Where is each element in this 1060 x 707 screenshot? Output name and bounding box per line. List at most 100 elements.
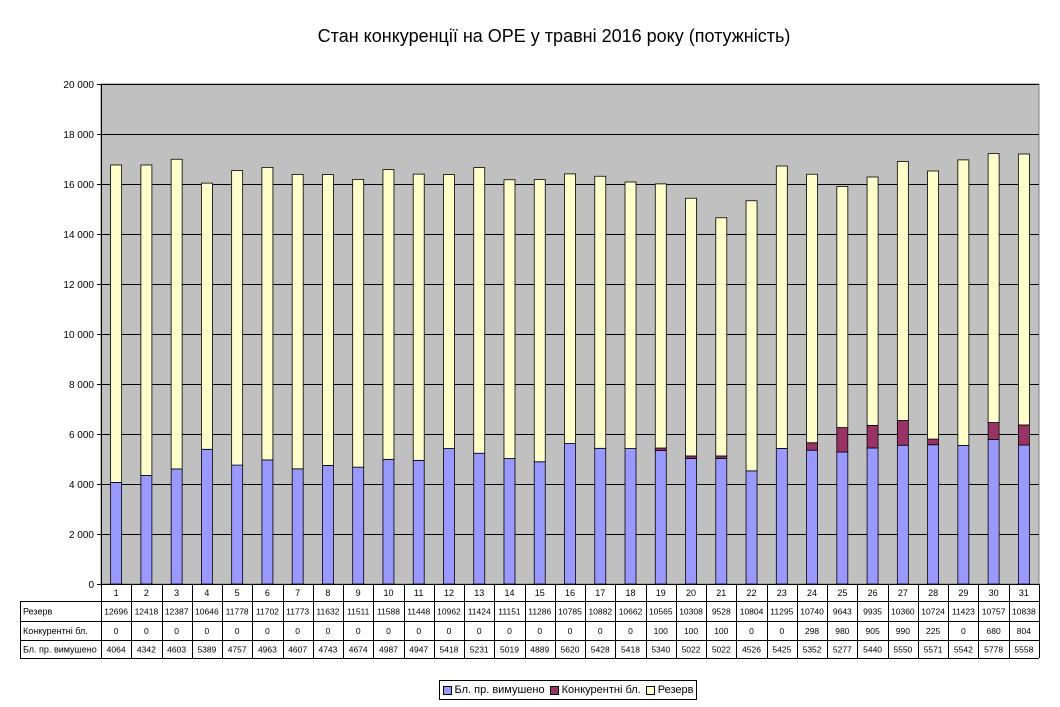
x-tick-label: 16 <box>565 588 575 598</box>
data-label: 0 <box>386 626 391 636</box>
x-tick-label: 5 <box>235 588 240 598</box>
bar-segment <box>110 481 123 585</box>
y-tick-label: 6 000 <box>69 430 94 441</box>
x-tick-label: 17 <box>595 588 605 598</box>
data-label: 5019 <box>500 645 519 655</box>
x-tick-label: 31 <box>1019 588 1029 598</box>
bar-segment <box>836 186 849 428</box>
bar-segment <box>412 173 425 461</box>
x-tick-label: 11 <box>414 588 423 598</box>
data-label: 100 <box>684 626 698 636</box>
table-row-label: Конкурентні бл. <box>23 626 88 636</box>
legend-item: Резерв <box>645 684 693 696</box>
data-label: 11588 <box>377 607 400 617</box>
bar-segment <box>806 449 818 585</box>
x-tick-label: 6 <box>265 588 270 598</box>
bar-segment <box>261 459 274 585</box>
bar-segment <box>231 170 244 466</box>
data-label: 11773 <box>286 607 309 617</box>
bar-segment <box>654 183 667 449</box>
x-tick-label: 9 <box>356 588 361 598</box>
data-label: 12387 <box>165 607 189 617</box>
bar-segment <box>443 174 455 449</box>
bar-segment <box>1017 444 1030 585</box>
data-label: 11423 <box>952 607 975 617</box>
bar-segment <box>110 164 123 483</box>
x-tick-label: 4 <box>204 588 209 598</box>
data-label: 5571 <box>924 645 943 655</box>
data-label: 0 <box>961 626 966 636</box>
data-label: 4526 <box>742 645 761 655</box>
bar-segment <box>594 447 607 585</box>
data-label: 9528 <box>712 607 731 617</box>
data-label: 225 <box>926 626 940 636</box>
legend: Бл. пр. вимушено Конкурентні бл. Резерв <box>439 680 697 700</box>
data-label: 4064 <box>107 645 126 655</box>
data-label: 10308 <box>679 607 703 617</box>
bar-segment <box>866 424 879 449</box>
bar-segment <box>685 197 697 457</box>
data-label: 804 <box>1017 626 1031 636</box>
data-label: 11632 <box>316 607 339 617</box>
data-label: 298 <box>805 626 819 636</box>
bar-segment <box>896 444 909 585</box>
data-label: 0 <box>537 626 542 636</box>
bar-segment <box>200 448 213 585</box>
data-label: 4674 <box>349 645 368 655</box>
data-label: 4947 <box>409 645 428 655</box>
table-row-label: Бл. пр. вимушено <box>23 645 97 655</box>
bar-segment <box>352 466 365 585</box>
data-label: 0 <box>205 626 210 636</box>
legend-swatch <box>549 685 559 695</box>
data-label: 10882 <box>588 607 612 617</box>
bar-segment <box>745 200 758 472</box>
bar-segment <box>291 174 304 470</box>
data-label: 9643 <box>833 607 852 617</box>
data-label: 5231 <box>470 645 489 655</box>
data-label: 11424 <box>468 607 491 617</box>
x-tick-label: 1 <box>114 588 119 598</box>
bar-segment <box>1017 153 1030 426</box>
bar-segment <box>200 182 213 450</box>
data-label: 10360 <box>891 607 915 617</box>
data-label: 100 <box>714 626 728 636</box>
bar-segment <box>231 464 244 585</box>
data-label: 0 <box>477 626 482 636</box>
bar-segment <box>685 458 697 585</box>
x-tick-label: 20 <box>686 588 696 598</box>
data-label: 990 <box>896 626 910 636</box>
x-tick-label: 18 <box>626 588 636 598</box>
y-tick-label: 18 000 <box>63 130 94 141</box>
data-label: 4757 <box>228 645 247 655</box>
data-label: 10565 <box>649 607 673 617</box>
axes: 0 2 000 4 000 6 000 8 000 10 000 12 000 14 000 1… <box>63 80 102 591</box>
data-table: 1 2 3 4 5 6 7 8 9 10 11 12 13 14 15 16 17 18 19 20 21 22 23 24 2… <box>20 584 1040 659</box>
legend-swatch <box>645 685 655 695</box>
data-label: 100 <box>654 626 668 636</box>
data-label: 5778 <box>984 645 1003 655</box>
data-label: 0 <box>144 626 149 636</box>
bar-segment <box>533 461 546 585</box>
y-tick-label: 14 000 <box>63 230 94 241</box>
data-label: 0 <box>598 626 603 636</box>
data-label: 11151 <box>498 607 521 617</box>
y-tick-label: 2 000 <box>69 530 94 541</box>
bar-segment <box>715 458 728 585</box>
x-tick-label: 15 <box>535 588 545 598</box>
x-tick-label: 12 <box>444 588 454 598</box>
bar-segment <box>352 178 365 468</box>
bar-segment <box>896 161 909 421</box>
bar-segment <box>775 447 788 585</box>
bar-segment <box>503 458 516 585</box>
legend-item: Бл. пр. вимушено <box>442 684 545 696</box>
x-tick-label: 25 <box>837 588 847 598</box>
bar-segment <box>957 445 970 585</box>
bar-segment <box>443 448 455 585</box>
bar-segment <box>987 439 1000 585</box>
bar-segment <box>473 452 486 585</box>
x-tick-label: 27 <box>898 588 908 598</box>
legend-label: Конкурентні бл. <box>561 684 641 696</box>
data-label: 680 <box>987 626 1001 636</box>
y-tick-label: 16 000 <box>63 180 94 191</box>
x-tick-label: 19 <box>656 588 666 598</box>
